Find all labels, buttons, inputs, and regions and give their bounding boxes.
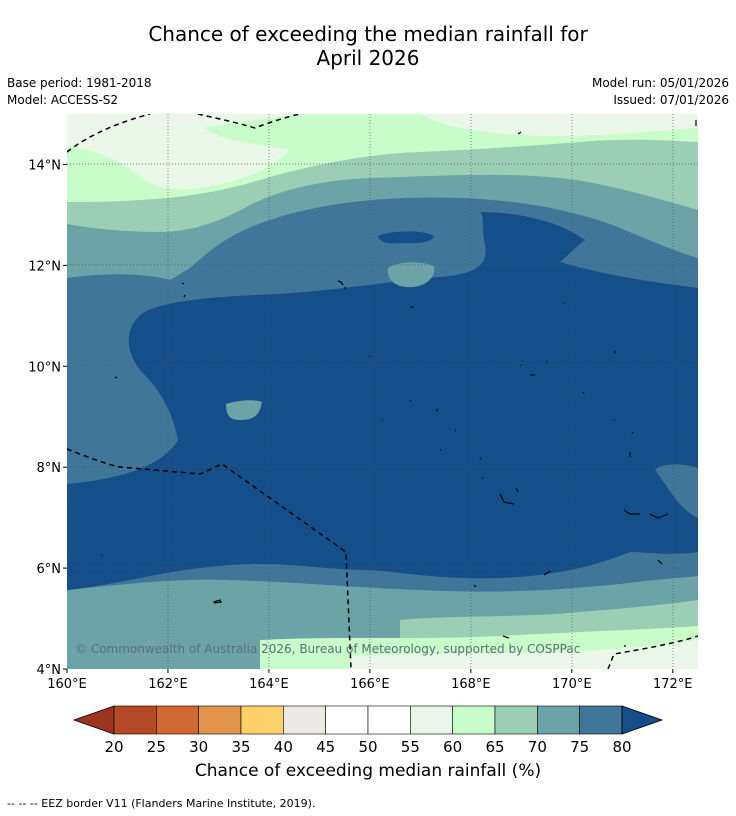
- band-75-80-patch: [126, 299, 142, 305]
- x-tick-label: 160°E: [47, 677, 87, 692]
- x-tick-label: 162°E: [148, 677, 188, 692]
- y-tick-label: 14°N: [28, 158, 61, 173]
- x-tick-label: 170°E: [552, 677, 592, 692]
- colorbar-bin: [410, 705, 453, 735]
- colorbar-bin: [325, 705, 369, 735]
- eez-legend-note: -- -- -- EEZ border V11 (Flanders Marine…: [7, 797, 316, 810]
- probability-contours: © Commonwealth of Australia 2026, Bureau…: [67, 114, 698, 669]
- x-tick-label: 168°E: [451, 677, 491, 692]
- colorbar-tick-label: 65: [485, 738, 504, 756]
- model-name-text: Model: ACCESS-S2: [7, 93, 119, 107]
- colorbar-tick-label: 35: [231, 738, 250, 756]
- colorbar-bin: [156, 705, 199, 735]
- y-tick-label: 10°N: [28, 360, 61, 375]
- title-line-2: April 2026: [316, 46, 420, 70]
- meta-left: Base period: 1981-2018 Model: ACCESS-S2: [7, 75, 152, 109]
- colorbar-tick-label: 70: [528, 738, 547, 756]
- x-tick-label: 166°E: [350, 677, 390, 692]
- colorbar-bin: [579, 705, 623, 735]
- y-tick-label: 12°N: [28, 259, 61, 274]
- issued-date-text: Issued: 07/01/2026: [613, 93, 729, 107]
- forecast-map: © Commonwealth of Australia 2026, Bureau…: [28, 114, 698, 756]
- y-tick-label: 4°N: [37, 663, 62, 678]
- colorbar: 20 25 30 35 40 45 50 55 60 65 70 75 80: [72, 705, 664, 756]
- band-70-75-patch-b: [226, 400, 262, 420]
- axis-ticks: 160°E 162°E 164°E 166°E 168°E 170°E 172°E 14°N 1…: [28, 158, 692, 692]
- model-run-text: Model run: 05/01/2026: [591, 76, 729, 90]
- colorbar-bin: [198, 705, 242, 735]
- meta-right: Model run: 05/01/2026 Issued: 07/01/2026: [592, 75, 729, 109]
- y-tick-label: 8°N: [37, 461, 62, 476]
- chart-title: Chance of exceeding the median rainfall …: [0, 22, 736, 70]
- graticule: [67, 114, 698, 669]
- colorbar-bin: [240, 705, 284, 735]
- colorbar-bin: [537, 705, 580, 735]
- colorbar-bin: [452, 705, 496, 735]
- colorbar-tick-label: 45: [316, 738, 335, 756]
- colorbar-tick-label: 55: [401, 738, 420, 756]
- x-tick-label: 172°E: [653, 677, 693, 692]
- eez-borders: [67, 114, 698, 669]
- colorbar-tick-label: 80: [612, 738, 631, 756]
- band-55-60-south: [350, 640, 698, 669]
- colorbar-tick-label: 50: [358, 738, 377, 756]
- y-tick-label: 6°N: [37, 562, 62, 577]
- x-tick-label: 164°E: [249, 677, 289, 692]
- colorbar-tick-label: 30: [189, 738, 208, 756]
- colorbar-tick-label: 60: [443, 738, 462, 756]
- colorbar-title: Chance of exceeding median rainfall (%): [194, 761, 542, 781]
- band-70-75-patch-a: [387, 262, 435, 288]
- band-55-60-ne: [420, 114, 698, 136]
- colorbar-bin: [283, 705, 326, 735]
- colorbar-bin: [113, 705, 157, 735]
- colorbar-extend-low: [72, 705, 115, 735]
- band-80-plus: [67, 212, 698, 590]
- colorbar-tick-label: 25: [147, 738, 166, 756]
- colorbar-extend-high: [621, 705, 664, 735]
- band-80-plus-islet: [378, 231, 434, 244]
- colorbar-bin: [367, 705, 411, 735]
- colorbar-tick-label: 75: [570, 738, 589, 756]
- title-line-1: Chance of exceeding the median rainfall …: [148, 22, 588, 46]
- base-period-text: Base period: 1981-2018: [7, 76, 152, 90]
- band-55-60-north: [67, 114, 300, 190]
- colorbar-tick-label: 20: [104, 738, 123, 756]
- copyright-text: © Commonwealth of Australia 2026, Bureau…: [75, 642, 580, 656]
- colorbar-bin: [494, 705, 538, 735]
- island-outlines: [101, 120, 697, 647]
- colorbar-tick-label: 40: [274, 738, 293, 756]
